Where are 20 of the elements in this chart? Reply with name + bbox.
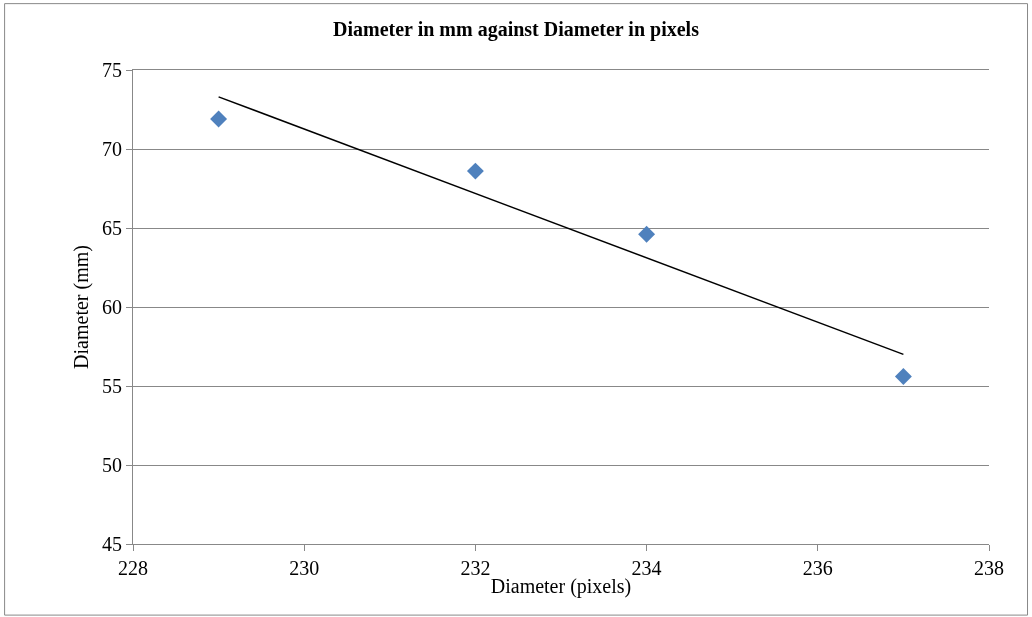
point xyxy=(210,110,228,128)
x-tick-label: 236 xyxy=(802,557,833,579)
x-tick-label: 234 xyxy=(631,557,662,579)
point xyxy=(894,368,912,385)
y-axis-title: Diameter (mm) xyxy=(69,245,93,369)
x-tick-label: 232 xyxy=(460,557,491,579)
y-tick-label: 65 xyxy=(102,217,122,239)
x-tick-label: 230 xyxy=(289,557,320,579)
y-tick-label: 70 xyxy=(102,138,122,160)
x-tick-label: 238 xyxy=(974,557,1004,579)
y-tick-label: 45 xyxy=(102,533,122,555)
x-tick-label: 228 xyxy=(118,557,148,579)
chart-title: Diameter in mm against Diameter in pixels xyxy=(333,17,700,41)
x-axis-title: Diameter (pixels) xyxy=(490,574,632,598)
y-tick-label: 60 xyxy=(102,296,122,318)
y-tick-label: 50 xyxy=(102,454,122,476)
y-tick-label: 55 xyxy=(102,375,122,397)
point xyxy=(638,225,656,243)
y-tick-label: 75 xyxy=(102,59,122,81)
point xyxy=(466,162,484,180)
